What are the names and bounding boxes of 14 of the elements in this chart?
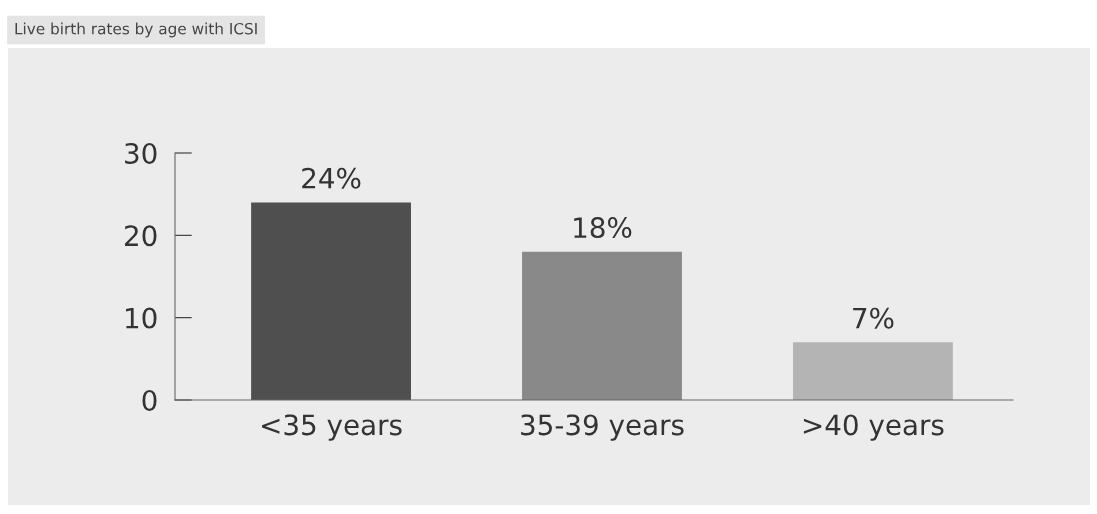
y-tick-label: 10 [126, 307, 157, 329]
data-label: 7% [853, 307, 894, 329]
x-tick-label: <35 years [262, 414, 402, 441]
x-tick-label: 35-39 years [521, 414, 684, 441]
y-tick-label: 0 [142, 389, 157, 411]
chart-title: Live birth rates by age with ICSI [15, 22, 257, 38]
bar [251, 202, 411, 400]
y-tick-label: 20 [125, 225, 157, 247]
bar [522, 251, 682, 400]
x-tick-label: >40 years [803, 414, 944, 441]
data-label: 24% [302, 167, 361, 189]
y-tick-label: 30 [125, 142, 157, 164]
data-label: 18% [574, 217, 632, 239]
bar [793, 342, 953, 400]
